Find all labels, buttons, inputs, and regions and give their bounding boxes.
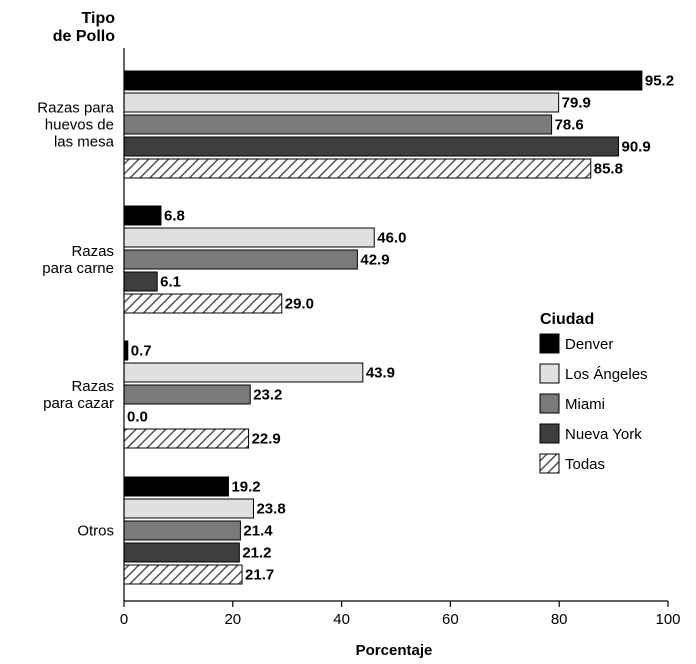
bar-3-2 xyxy=(123,520,241,541)
value-label: 90.9 xyxy=(621,139,650,156)
y-axis-title-line2: de Pollo xyxy=(53,28,115,45)
legend-swatch xyxy=(539,453,560,474)
bar-1-3 xyxy=(123,271,158,292)
category-label: Razas xyxy=(71,378,114,395)
value-label: 22.9 xyxy=(252,431,281,448)
value-label: 29.0 xyxy=(285,296,314,313)
bar-1-0 xyxy=(123,205,162,226)
category-label: para cazar xyxy=(43,395,114,412)
value-label: 6.8 xyxy=(164,208,185,225)
bar-0-3 xyxy=(123,136,619,157)
bar-0-4 xyxy=(123,158,592,179)
bar-0-1 xyxy=(123,92,560,113)
legend-label: Los Ángeles xyxy=(565,366,648,383)
legend-label: Todas xyxy=(565,456,605,473)
value-label: 6.1 xyxy=(160,274,181,291)
x-tick-label: 20 xyxy=(224,611,241,628)
category-label: Razas xyxy=(71,243,114,260)
bar-2-2 xyxy=(123,384,251,405)
category-label: para carne xyxy=(42,260,114,277)
category-label: huevos de xyxy=(45,117,114,134)
legend-swatch xyxy=(539,363,560,384)
category-label: Razas para xyxy=(37,100,114,117)
x-axis-title: Porcentaje xyxy=(356,642,433,659)
value-label: 85.8 xyxy=(594,161,623,178)
bar-1-1 xyxy=(123,227,375,248)
category-label: las mesa xyxy=(54,134,115,151)
value-label: 23.2 xyxy=(253,387,282,404)
value-label: 21.4 xyxy=(243,523,273,540)
bar-0-0 xyxy=(123,70,643,91)
value-label: 43.9 xyxy=(366,365,395,382)
x-tick-label: 0 xyxy=(120,611,128,628)
x-tick-label: 60 xyxy=(442,611,459,628)
value-label: 95.2 xyxy=(645,73,674,90)
value-label: 46.0 xyxy=(377,230,406,247)
legend-swatch xyxy=(539,423,560,444)
y-axis-title-line1: Tipo xyxy=(82,10,116,27)
value-label: 0.0 xyxy=(127,409,148,426)
legend-swatch xyxy=(539,393,560,414)
value-labels: 95.2 79.9 78.6 90.9 85.8 6.8 46.0 42.9 6.1 29.0 0.… xyxy=(127,73,674,584)
x-axis-ticks: 0 20 40 60 80 100 xyxy=(120,601,681,628)
value-label: 0.7 xyxy=(131,343,152,360)
value-label: 78.6 xyxy=(555,117,584,134)
value-label: 42.9 xyxy=(360,252,389,269)
bar-2-1 xyxy=(123,362,364,383)
bar-0-2 xyxy=(123,114,553,135)
bar-3-3 xyxy=(123,542,240,563)
bar-1-4 xyxy=(123,293,283,314)
bar-2-4 xyxy=(123,428,250,449)
category-label: Otros xyxy=(77,523,114,540)
legend: Ciudad Denver Los Ángeles Miami Nueva York T… xyxy=(539,311,648,474)
legend-label: Miami xyxy=(565,396,605,413)
value-label: 23.8 xyxy=(256,501,285,518)
bar-3-0 xyxy=(123,476,229,497)
x-tick-label: 40 xyxy=(333,611,350,628)
legend-label: Nueva York xyxy=(565,426,642,443)
value-label: 21.2 xyxy=(242,545,271,562)
value-label: 79.9 xyxy=(562,95,591,112)
bar-1-2 xyxy=(123,249,358,270)
legend-title: Ciudad xyxy=(540,311,594,328)
value-label: 19.2 xyxy=(231,479,260,496)
legend-label: Denver xyxy=(565,336,613,353)
value-label: 21.7 xyxy=(245,567,274,584)
x-tick-label: 100 xyxy=(655,611,680,628)
bar-3-1 xyxy=(123,498,254,519)
bar-3-4 xyxy=(123,564,243,585)
legend-swatch xyxy=(539,333,560,354)
x-tick-label: 80 xyxy=(551,611,568,628)
